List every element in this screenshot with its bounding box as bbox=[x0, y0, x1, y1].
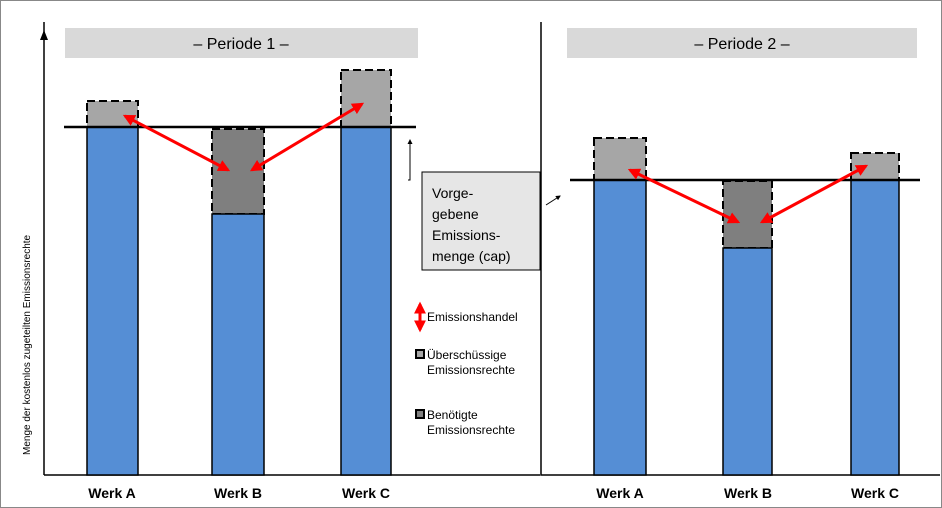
trade-arrow bbox=[249, 102, 365, 172]
y-axis-label: Menge der kostenlos zugeteilten Emission… bbox=[22, 234, 33, 455]
bar bbox=[211, 213, 265, 476]
legend-label: Emissionshandel bbox=[427, 310, 518, 324]
legend-swatch bbox=[415, 409, 425, 419]
callout-line: menge (cap) bbox=[432, 248, 511, 264]
panel-header bbox=[65, 28, 418, 58]
panel-header bbox=[567, 28, 917, 58]
callout-line: gebene bbox=[432, 206, 479, 222]
legend-swatch bbox=[415, 349, 425, 359]
legend-label: Emissionsrechte bbox=[427, 363, 515, 377]
trade-arrow bbox=[759, 164, 869, 224]
trade-arrow bbox=[122, 114, 231, 172]
surplus-box bbox=[340, 69, 392, 128]
bar bbox=[722, 247, 773, 476]
axis bbox=[540, 22, 940, 476]
bar bbox=[593, 179, 647, 476]
bar bbox=[86, 126, 139, 476]
bar bbox=[340, 126, 392, 476]
plant-label: Werk C bbox=[342, 485, 390, 501]
plant-label: Werk B bbox=[724, 485, 772, 501]
surplus-box bbox=[850, 152, 900, 181]
legend-label: Überschüssige bbox=[427, 348, 507, 362]
plant-label: Werk B bbox=[214, 485, 262, 501]
legend-label: Benötigte bbox=[427, 408, 478, 422]
callout-line: Vorge- bbox=[432, 185, 474, 201]
panel-title: – Periode 2 – bbox=[694, 36, 789, 53]
callout-box bbox=[421, 171, 541, 271]
surplus-box bbox=[86, 100, 139, 128]
trade-arrow bbox=[627, 168, 741, 224]
panel-title: – Periode 1 – bbox=[193, 36, 288, 53]
bar bbox=[850, 179, 900, 476]
axis-arrow bbox=[40, 30, 48, 40]
needed-box bbox=[722, 180, 773, 249]
callout-pointer bbox=[545, 195, 561, 206]
bracket bbox=[407, 139, 413, 181]
needed-box bbox=[211, 128, 265, 215]
plant-label: Werk A bbox=[596, 485, 643, 501]
plant-label: Werk A bbox=[88, 485, 135, 501]
callout-line: Emissions- bbox=[432, 227, 501, 243]
plant-label: Werk C bbox=[851, 485, 899, 501]
legend-label: Emissionsrechte bbox=[427, 423, 515, 437]
